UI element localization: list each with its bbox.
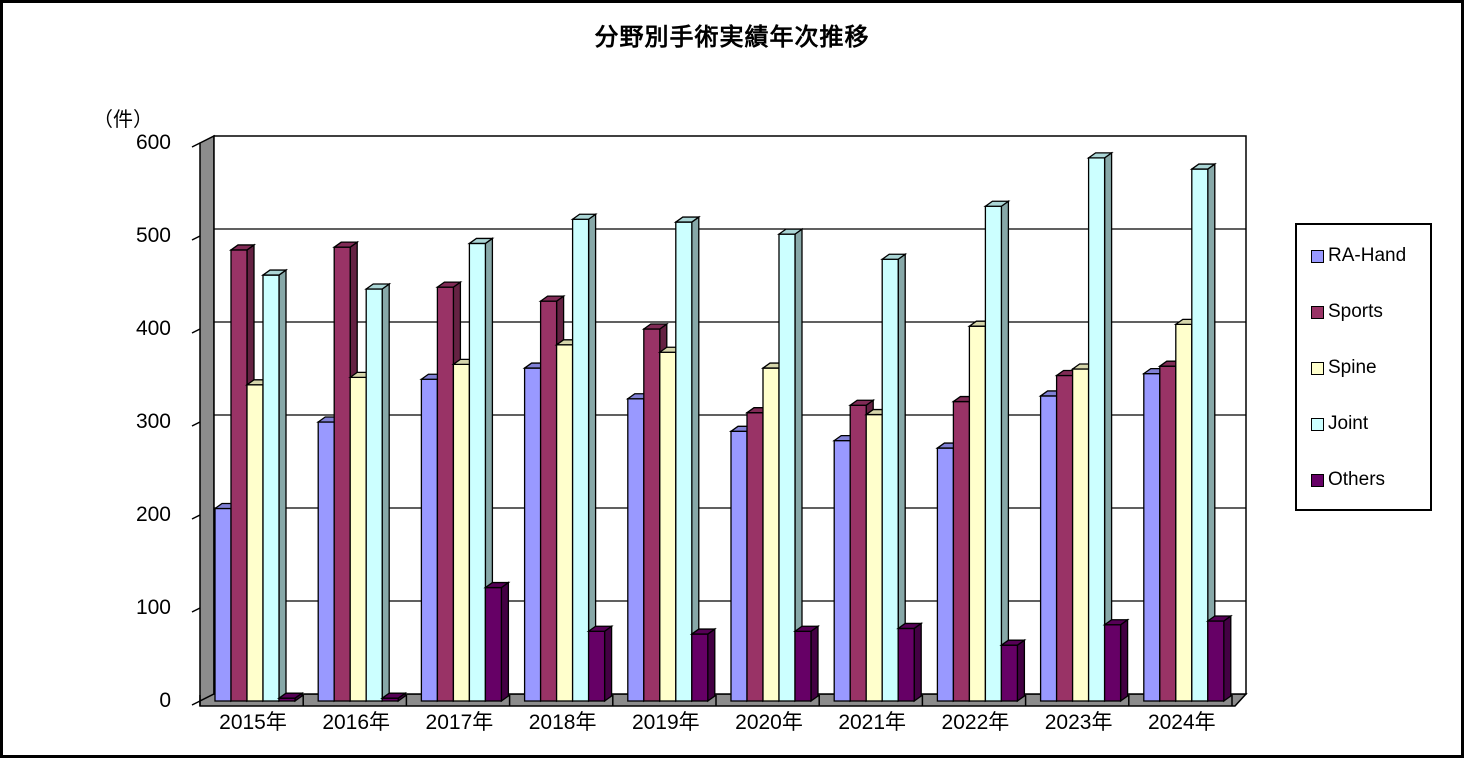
legend-label: Others bbox=[1328, 469, 1386, 490]
bar-Joint-2021年 bbox=[880, 252, 908, 703]
plot-area bbox=[191, 134, 1248, 707]
y-tick-500 bbox=[191, 235, 201, 241]
legend: RA-Hand Sports Spine Joint Others bbox=[1295, 223, 1432, 511]
x-axis-label-2023年: 2023年 bbox=[1044, 711, 1113, 734]
bar-Joint-2023年 bbox=[1086, 151, 1114, 703]
legend-item-Spine: Spine bbox=[1311, 357, 1426, 379]
legend-item-Sports: Sports bbox=[1311, 301, 1426, 323]
bar-Others-2020年 bbox=[792, 624, 821, 703]
legend-swatch-icon bbox=[1311, 417, 1324, 431]
y-axis-label-200: 200 bbox=[135, 503, 171, 526]
bar-Joint-2015年 bbox=[260, 268, 289, 703]
legend-item-RA-Hand: RA-Hand bbox=[1311, 245, 1426, 267]
y-tick-200 bbox=[191, 514, 201, 520]
x-axis-label-2018年: 2018年 bbox=[528, 711, 597, 734]
y-tick-400 bbox=[191, 328, 201, 334]
chart-left-wall bbox=[199, 134, 215, 703]
y-tick-600 bbox=[191, 142, 201, 148]
bar-Others-2024年 bbox=[1205, 614, 1233, 703]
y-tick-300 bbox=[191, 421, 201, 427]
y-tick-0 bbox=[191, 700, 201, 706]
x-axis-label-2017年: 2017年 bbox=[425, 711, 494, 734]
y-axis-unit-label: （件） bbox=[93, 109, 153, 131]
x-axis-label-2019年: 2019年 bbox=[631, 711, 700, 734]
x-axis-label-2021年: 2021年 bbox=[838, 711, 907, 734]
y-axis-label-100: 100 bbox=[135, 596, 171, 619]
bar-Others-2016年 bbox=[380, 691, 408, 703]
x-axis-label-2022年: 2022年 bbox=[941, 711, 1010, 734]
bar-Others-2022年 bbox=[999, 638, 1027, 703]
y-tick-100 bbox=[191, 607, 201, 613]
bar-Joint-2020年 bbox=[776, 227, 805, 703]
bar-Others-2021年 bbox=[896, 622, 924, 703]
bar-Joint-2019年 bbox=[673, 215, 701, 703]
x-axis-label-2015年: 2015年 bbox=[219, 711, 287, 734]
legend-label: Sports bbox=[1328, 301, 1383, 322]
legend-item-Joint: Joint bbox=[1311, 413, 1426, 435]
bar-Joint-2018年 bbox=[570, 212, 598, 703]
legend-label: Spine bbox=[1328, 357, 1377, 378]
legend-label: RA-Hand bbox=[1328, 245, 1407, 266]
bar-Joint-2022年 bbox=[983, 199, 1011, 703]
y-axis-label-0: 0 bbox=[159, 689, 171, 712]
y-axis-label-500: 500 bbox=[135, 224, 171, 247]
x-axis-label-2024年: 2024年 bbox=[1147, 711, 1216, 734]
bar-Joint-2024年 bbox=[1189, 162, 1217, 703]
y-axis-label-400: 400 bbox=[135, 317, 171, 340]
bar-Joint-2017年 bbox=[467, 237, 495, 703]
legend-item-Others: Others bbox=[1311, 469, 1426, 491]
bar-Joint-2016年 bbox=[364, 282, 392, 703]
bar-Others-2017年 bbox=[483, 581, 511, 703]
legend-swatch-icon bbox=[1311, 361, 1324, 375]
bar-Others-2019年 bbox=[689, 627, 717, 703]
legend-swatch-icon bbox=[1311, 249, 1324, 263]
chart-title: 分野別手術実績年次推移 bbox=[594, 24, 870, 51]
legend-swatch-icon bbox=[1311, 305, 1324, 319]
y-axis-label-300: 300 bbox=[135, 410, 171, 433]
legend-label: Joint bbox=[1328, 413, 1369, 434]
bar-Others-2018年 bbox=[586, 624, 614, 703]
bar-Others-2023年 bbox=[1102, 618, 1130, 703]
x-axis-label-2016年: 2016年 bbox=[322, 711, 391, 734]
bar-Others-2015年 bbox=[276, 691, 305, 703]
y-axis-label-600: 600 bbox=[135, 131, 171, 154]
x-axis-label-2020年: 2020年 bbox=[735, 711, 803, 734]
legend-swatch-icon bbox=[1311, 473, 1324, 487]
